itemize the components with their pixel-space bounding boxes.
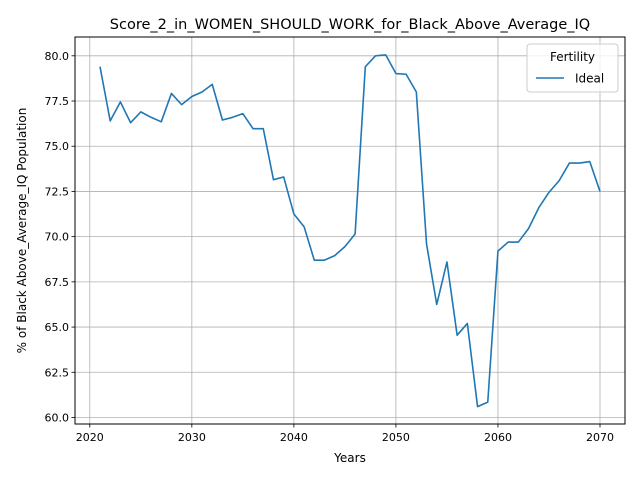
series-line-ideal: [99, 54, 601, 408]
legend-box: [526, 43, 619, 93]
legend-title: Fertility: [550, 50, 595, 64]
y-tick-label: 80.0: [45, 50, 70, 63]
y-tick-label: 72.5: [45, 185, 70, 198]
y-tick-label: 60.0: [45, 411, 70, 424]
y-tick-label: 77.5: [45, 95, 70, 108]
grid: [75, 37, 625, 424]
y-tick-label: 70.0: [45, 231, 70, 244]
series-layer: [99, 54, 601, 408]
x-tick-label: 2070: [586, 431, 614, 444]
x-tick-label: 2020: [76, 431, 104, 444]
x-axis: 2020 2030 2040 2050 2060 2070: [76, 424, 614, 444]
y-tick-label: 75.0: [45, 140, 70, 153]
x-tick-label: 2030: [178, 431, 206, 444]
x-axis-label: Years: [333, 451, 366, 465]
x-tick-label: 2050: [382, 431, 410, 444]
x-tick-label: 2060: [484, 431, 512, 444]
y-tick-label: 67.5: [45, 276, 70, 289]
plot-area-frame: [74, 36, 626, 425]
y-tick-label: 65.0: [45, 321, 70, 334]
chart-title: Score_2_in_WOMEN_SHOULD_WORK_for_Black_A…: [110, 17, 590, 33]
legend: Fertility Ideal: [526, 43, 619, 93]
y-tick-label: 62.5: [45, 366, 70, 379]
y-axis-label: % of Black Above_Average_IQ Population: [15, 108, 29, 354]
legend-label-ideal: Ideal: [575, 72, 604, 86]
x-tick-label: 2040: [280, 431, 308, 444]
y-axis: 60.0 62.5 65.0 67.5 70.0 72.5 75.0 77.5 80.0: [45, 50, 75, 424]
